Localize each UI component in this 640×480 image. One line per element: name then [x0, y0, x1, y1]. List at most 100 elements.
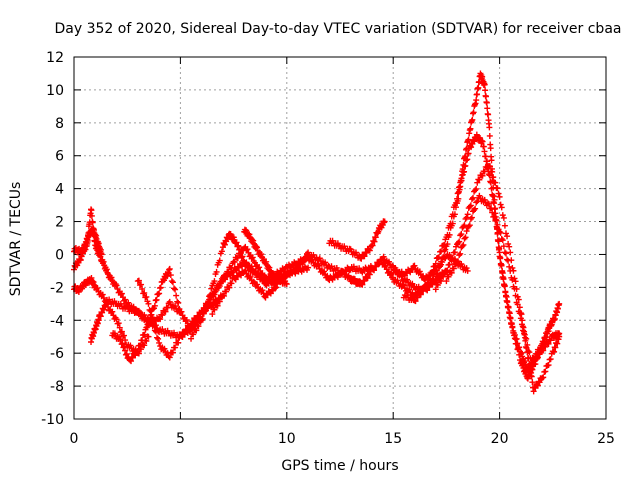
- data-point: [300, 258, 307, 265]
- data-point: [216, 298, 223, 305]
- data-point: [169, 349, 176, 356]
- data-point: [132, 352, 139, 359]
- data-point: [162, 308, 169, 315]
- data-point: [165, 353, 172, 360]
- data-point: [456, 252, 463, 259]
- data-point: [139, 286, 146, 293]
- data-point: [137, 342, 144, 349]
- data-point: [94, 285, 101, 292]
- data-point: [139, 337, 146, 344]
- data-point: [518, 321, 525, 328]
- data-point: [98, 251, 105, 258]
- data-point: [545, 328, 552, 335]
- data-point: [88, 207, 95, 214]
- data-point: [457, 232, 464, 239]
- data-point: [452, 258, 459, 265]
- data-point: [218, 248, 225, 255]
- data-point: [486, 132, 493, 139]
- data-point: [516, 344, 523, 351]
- data-point: [371, 267, 378, 274]
- data-point: [458, 175, 465, 182]
- data-point: [493, 217, 500, 224]
- data-point: [467, 202, 474, 209]
- data-point: [233, 239, 240, 246]
- data-point: [231, 259, 238, 266]
- data-point: [169, 279, 176, 286]
- data-point: [517, 315, 524, 322]
- data-point: [172, 286, 179, 293]
- data-point: [148, 314, 155, 321]
- data-point: [497, 201, 504, 208]
- data-point: [474, 91, 481, 98]
- data-point: [451, 256, 458, 263]
- x-tick-label: 25: [597, 431, 615, 447]
- data-point: [172, 302, 179, 309]
- data-point: [516, 310, 523, 317]
- data-point: [492, 179, 499, 186]
- data-point: [463, 228, 470, 235]
- data-point: [295, 265, 302, 272]
- data-point: [501, 222, 508, 229]
- data-point: [452, 204, 459, 211]
- data-point: [543, 334, 550, 341]
- data-point: [221, 292, 228, 299]
- data-point: [121, 332, 128, 339]
- data-point: [537, 347, 544, 354]
- data-point: [228, 280, 235, 287]
- data-point: [459, 243, 466, 250]
- data-point: [504, 233, 511, 240]
- data-point: [528, 359, 535, 366]
- data-point: [507, 249, 514, 256]
- data-point: [449, 220, 456, 227]
- data-point: [183, 326, 190, 333]
- data-point: [133, 349, 140, 356]
- data-point: [443, 278, 450, 285]
- data-point: [258, 251, 265, 258]
- data-point: [321, 268, 328, 275]
- data-point: [157, 316, 164, 323]
- data-point: [506, 309, 513, 316]
- data-point: [128, 358, 135, 365]
- data-point: [464, 267, 471, 274]
- data-point: [457, 250, 464, 257]
- data-point: [209, 311, 216, 318]
- data-point: [373, 263, 380, 270]
- data-point: [460, 161, 467, 168]
- satellite-track-14: [432, 70, 563, 373]
- data-point: [389, 262, 396, 269]
- data-point: [527, 367, 534, 374]
- data-point: [507, 267, 514, 274]
- data-point: [463, 145, 470, 152]
- data-point: [463, 265, 470, 272]
- data-point: [234, 243, 241, 250]
- data-point: [536, 379, 543, 386]
- x-tick-label: 15: [384, 431, 402, 447]
- data-point: [208, 285, 215, 292]
- data-point: [525, 348, 532, 355]
- data-point: [153, 334, 160, 341]
- data-point: [499, 212, 506, 219]
- x-tick-label: 5: [176, 431, 185, 447]
- data-point: [531, 355, 538, 362]
- data-point: [156, 290, 163, 297]
- data-point: [542, 343, 549, 350]
- data-point: [216, 283, 223, 290]
- y-tick-label: 12: [46, 50, 64, 66]
- data-point: [88, 212, 95, 219]
- data-point: [322, 259, 329, 266]
- data-point: [469, 116, 476, 123]
- data-point: [451, 211, 458, 218]
- data-point: [520, 327, 527, 334]
- data-point: [470, 194, 476, 201]
- data-point: [417, 291, 424, 298]
- data-point: [190, 319, 197, 326]
- data-point: [174, 298, 181, 305]
- data-point: [119, 340, 126, 347]
- data-point: [473, 97, 480, 104]
- data-point: [521, 328, 528, 335]
- data-point: [510, 327, 517, 334]
- data-point: [458, 260, 465, 267]
- data-point: [108, 274, 115, 281]
- data-point: [358, 255, 365, 262]
- data-point: [245, 262, 252, 269]
